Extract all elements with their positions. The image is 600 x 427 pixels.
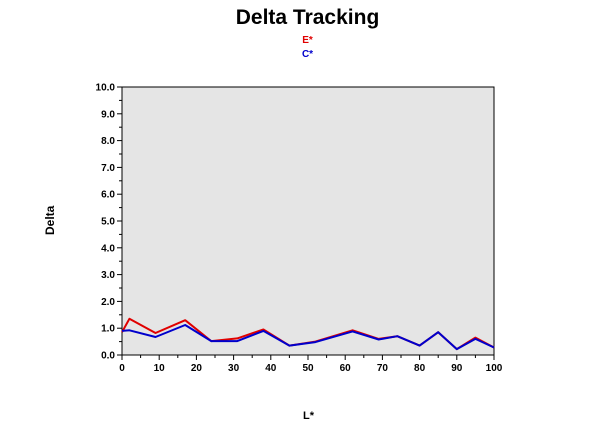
x-tick-label: 20	[191, 363, 203, 374]
legend-entry-c: C*	[301, 49, 314, 60]
y-tick-label: 5.0	[101, 217, 115, 228]
x-tick-label: 30	[228, 363, 240, 374]
y-tick-label: 1.0	[101, 324, 115, 335]
y-tick-label: 4.0	[101, 243, 115, 254]
y-tick-label: 3.0	[101, 270, 115, 281]
axes: 0.0 1.0 2.0 3.0 4.0 5.0 6.0 7.0 8.0 9.0 10.0 0 10 20 3…	[96, 83, 503, 375]
x-tick-label: 0	[119, 363, 125, 374]
x-axis-label: L*	[303, 410, 314, 422]
series-line-c	[121, 324, 495, 351]
y-tick-label: 6.0	[101, 190, 115, 201]
x-tick-label: 100	[486, 363, 503, 374]
chart-title: Delta Tracking	[235, 6, 380, 29]
x-tick-label: 10	[154, 363, 166, 374]
legend-entry-e: E*	[302, 35, 313, 46]
y-tick-label: 0.0	[101, 351, 115, 362]
x-tick-label: 40	[265, 363, 277, 374]
plot-background	[121, 86, 495, 356]
x-tick-label: 90	[451, 363, 463, 374]
y-tick-label: 8.0	[101, 136, 115, 147]
y-tick-label: 10.0	[96, 83, 116, 94]
x-tick-label: 50	[302, 363, 314, 374]
x-tick-label: 80	[414, 363, 426, 374]
x-tick-label: 70	[377, 363, 389, 374]
y-tick-label: 9.0	[101, 109, 115, 120]
y-tick-label: 2.0	[101, 297, 115, 308]
series-layer	[121, 317, 495, 351]
x-tick-label: 60	[340, 363, 352, 374]
y-tick-label: 7.0	[101, 163, 115, 174]
